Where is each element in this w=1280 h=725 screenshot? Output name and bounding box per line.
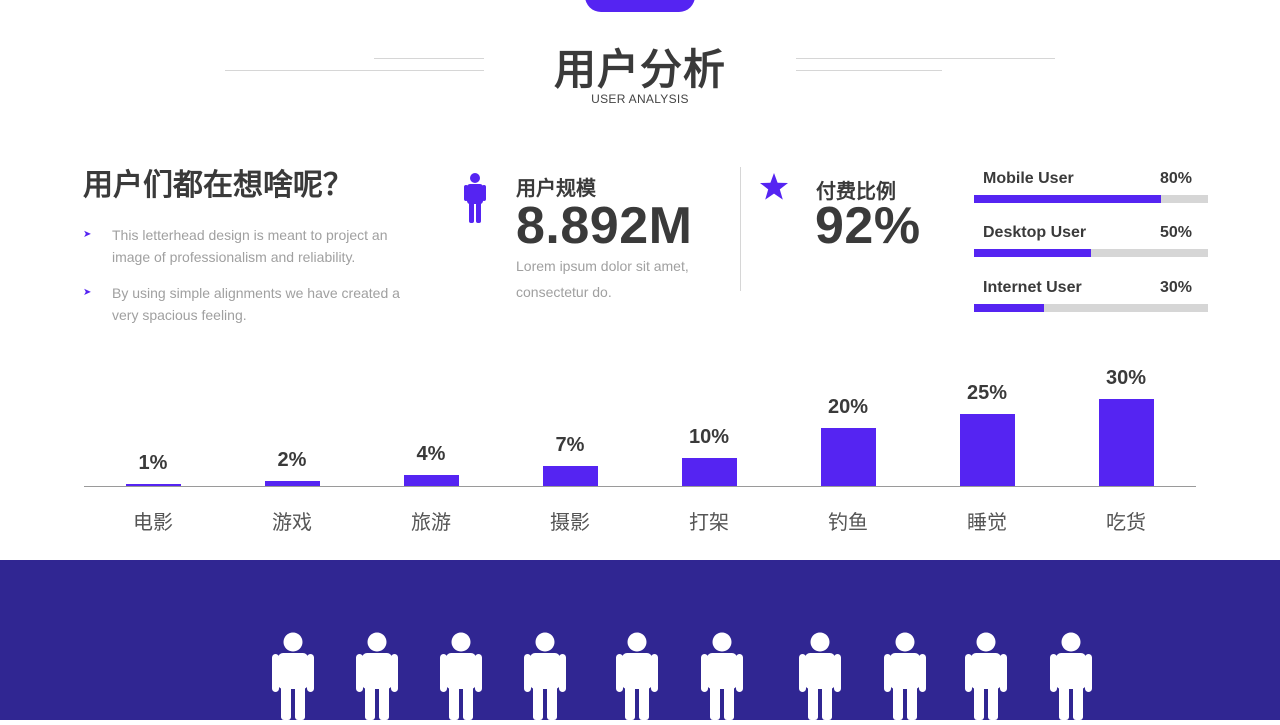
- title-deco-line: [374, 58, 484, 59]
- progress-fill: [974, 249, 1091, 257]
- bullet-text: This letterhead design is meant to proje…: [112, 227, 388, 265]
- person-icon: [464, 173, 486, 223]
- chart-bar: [264, 481, 320, 487]
- person-icon: [799, 632, 841, 725]
- progress-percent: 50%: [1159, 224, 1192, 241]
- progress-percent: 80%: [1159, 170, 1192, 187]
- title-deco-line: [225, 70, 484, 71]
- arrow-bullet-icon: ➤: [83, 287, 92, 298]
- person-icon: [965, 632, 1007, 725]
- chart-bar: [1098, 399, 1154, 487]
- paid-ratio-value: 92%: [815, 197, 921, 255]
- progress-fill: [974, 195, 1162, 203]
- bar-category-label: 摄影: [550, 512, 590, 534]
- progress-name: Mobile User: [983, 170, 1074, 187]
- person-icon: [356, 632, 398, 725]
- person-icon: [616, 632, 658, 725]
- bullet-item: ➤ This letterhead design is meant to pro…: [83, 224, 403, 268]
- chart-bar: [681, 457, 737, 487]
- progress-track: [974, 249, 1208, 257]
- bar-value-label: 4%: [416, 443, 446, 466]
- bar-category-label: 打架: [689, 512, 729, 534]
- top-tab-decoration: [585, 0, 695, 12]
- progress-name: Internet User: [983, 279, 1082, 296]
- user-scale-label: 用户规模: [516, 178, 596, 200]
- bullet-text: By using simple alignments we have creat…: [112, 285, 400, 323]
- progress-track: [974, 195, 1208, 203]
- person-icon: [701, 632, 743, 725]
- bar-category-label: 睡觉: [967, 512, 1007, 534]
- bar-category-label: 吃货: [1106, 512, 1146, 534]
- chart-bar: [542, 466, 598, 487]
- bar-value-label: 10%: [688, 425, 730, 448]
- person-icon: [884, 632, 926, 725]
- chart-bar: [403, 475, 459, 487]
- intro-question: 用户们都在想啥呢？: [83, 169, 353, 202]
- progress-row-mobile: Mobile User 80%: [974, 170, 1208, 212]
- person-icon: [524, 632, 566, 725]
- bar-category-label: 游戏: [272, 512, 312, 534]
- chart-baseline: [84, 486, 1196, 487]
- bullet-item: ➤ By using simple alignments we have cre…: [83, 282, 403, 326]
- hobby-bar-chart: 1% 电影 2% 游戏 4% 旅游 7% 摄影 10% 打架 20% 钓鱼 25% 睡觉 30% 吃货: [125, 367, 1154, 534]
- progress-fill: [974, 304, 1045, 312]
- user-scale-desc: Lorem ipsum dolor sit amet, consectetur …: [516, 258, 689, 300]
- title-deco-line: [796, 70, 942, 71]
- stats-divider: [740, 167, 741, 291]
- paid-ratio-label: 付费比例: [816, 181, 896, 203]
- progress-name: Desktop User: [983, 224, 1087, 241]
- progress-row-internet: Internet User 30%: [974, 279, 1208, 321]
- bar-value-label: 20%: [827, 396, 869, 419]
- person-icon: [440, 632, 482, 725]
- chart-bar: [959, 413, 1015, 487]
- bar-category-label: 钓鱼: [828, 512, 868, 534]
- page-subtitle: USER ANALYSIS: [591, 92, 689, 106]
- arrow-bullet-icon: ➤: [83, 229, 92, 240]
- bar-category-label: 旅游: [411, 512, 451, 534]
- bar-value-label: 25%: [966, 381, 1008, 404]
- page-title: 用户分析: [553, 46, 726, 93]
- person-icon: [272, 632, 314, 725]
- bar-value-label: 7%: [555, 434, 585, 457]
- bar-value-label: 2%: [277, 449, 307, 472]
- bar-value-label: 30%: [1105, 367, 1147, 390]
- person-icon: [1050, 632, 1092, 725]
- title-deco-line: [796, 58, 1055, 59]
- user-scale-value: 8.892M: [516, 197, 693, 255]
- progress-percent: 30%: [1159, 279, 1192, 296]
- star-icon: [759, 172, 789, 202]
- progress-row-desktop: Desktop User 50%: [974, 224, 1208, 266]
- chart-bar: [820, 428, 876, 487]
- progress-track: [974, 304, 1208, 312]
- bar-value-label: 1%: [138, 452, 168, 474]
- bar-category-label: 电影: [133, 512, 173, 534]
- chart-bar: [125, 484, 181, 487]
